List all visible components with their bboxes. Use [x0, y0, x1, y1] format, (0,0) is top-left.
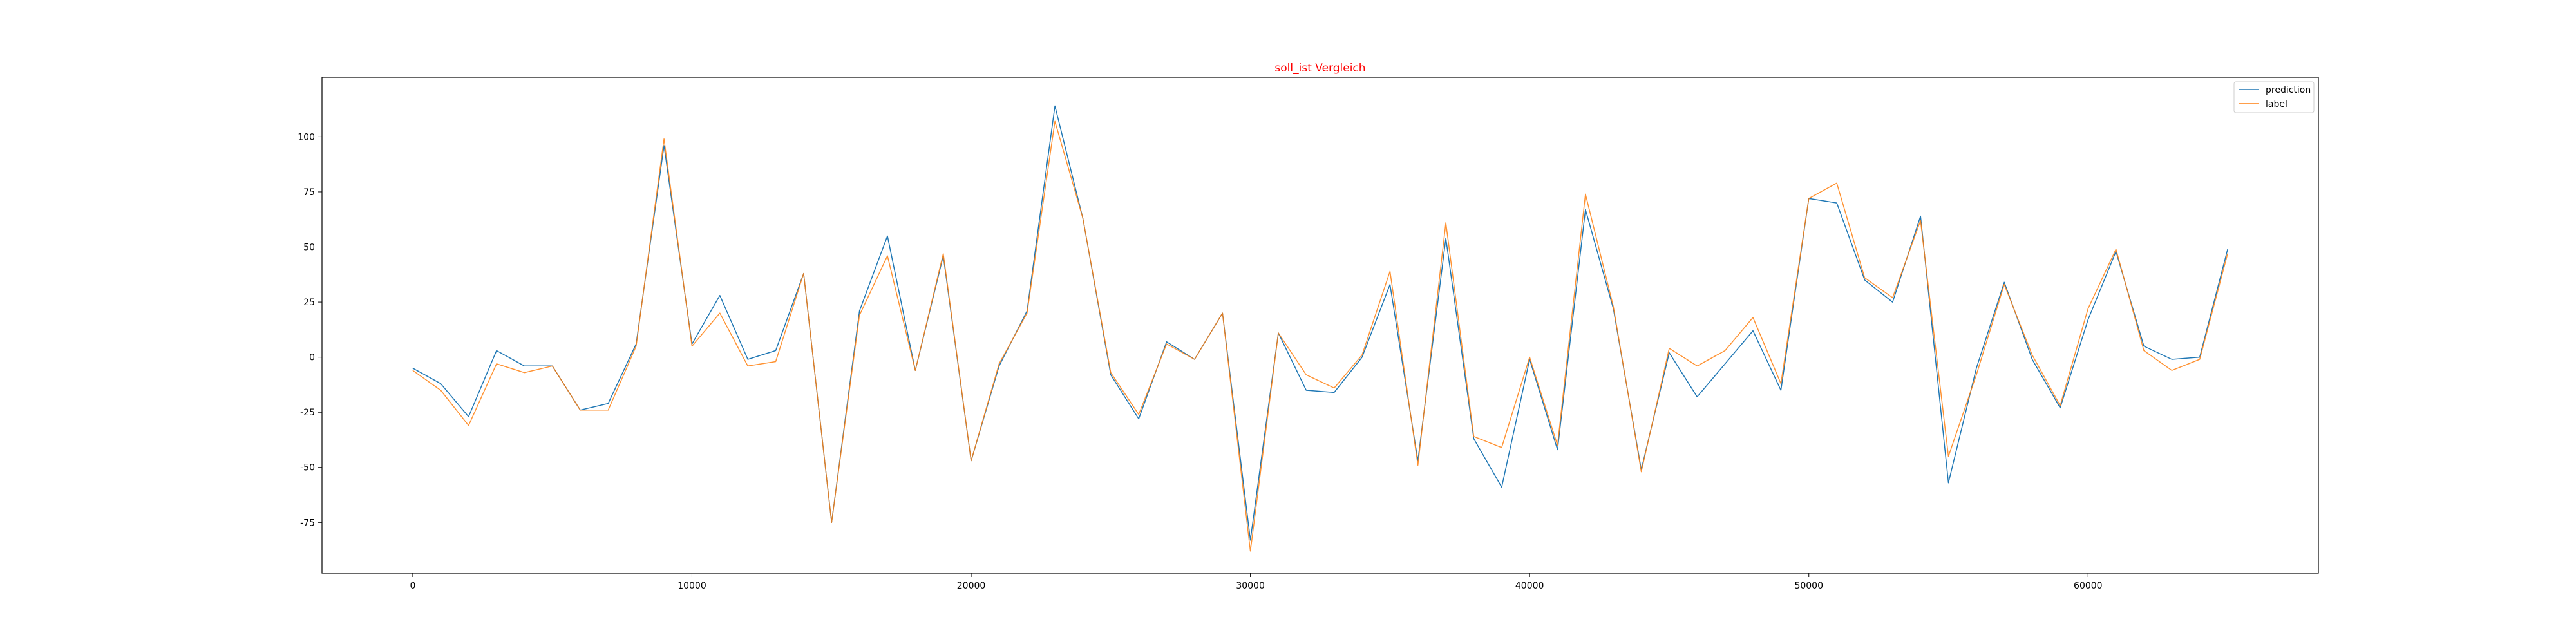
legend: prediction label — [2233, 81, 2315, 113]
x-tick-label: 20000 — [957, 581, 986, 591]
y-tick-label: 75 — [303, 187, 315, 198]
y-tick-label: -75 — [300, 518, 315, 528]
x-tick-label: 40000 — [1515, 581, 1544, 591]
y-tick-label: 100 — [298, 132, 315, 142]
y-tick-label: 0 — [309, 353, 315, 363]
axis-ticks: 0 10000 20000 30000 40000 50000 60000 -75 -50 -25… — [298, 132, 2102, 591]
legend-label-prediction: prediction — [2266, 85, 2311, 95]
x-tick-label: 30000 — [1236, 581, 1265, 591]
x-tick-label: 0 — [410, 581, 415, 591]
chart-title: soll_ist Vergleich — [1274, 62, 1365, 75]
x-tick-label: 60000 — [2074, 581, 2103, 591]
x-tick-label: 50000 — [1794, 581, 1823, 591]
x-tick-label: 10000 — [677, 581, 706, 591]
legend-label-label: label — [2266, 99, 2287, 109]
y-tick-label: 25 — [303, 298, 315, 308]
series-layer — [412, 105, 2228, 552]
series-line-prediction — [412, 105, 2228, 541]
series-line-label — [412, 120, 2228, 552]
y-tick-label: -50 — [300, 463, 315, 473]
plot-frame — [321, 77, 2319, 574]
y-tick-label: 50 — [303, 243, 315, 253]
y-tick-label: -25 — [300, 408, 315, 418]
